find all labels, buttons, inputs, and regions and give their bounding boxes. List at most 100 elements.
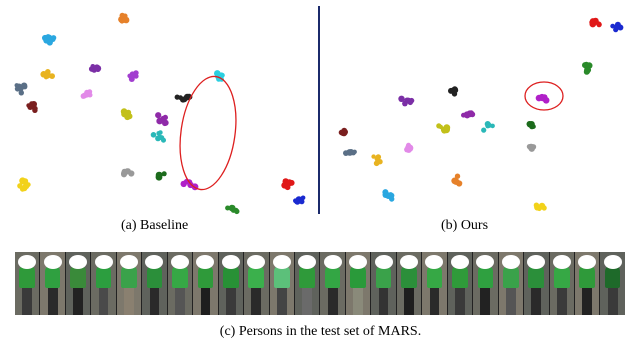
face-mask xyxy=(247,255,266,269)
person-legs xyxy=(531,288,542,315)
person-legs xyxy=(582,288,593,315)
ours-cluster-13 xyxy=(371,154,383,167)
cluster-point xyxy=(461,112,466,118)
face-mask xyxy=(450,255,469,269)
cluster-point xyxy=(181,96,188,103)
person-shirt xyxy=(273,266,290,288)
face-mask xyxy=(298,255,317,269)
face-mask xyxy=(69,255,88,269)
cluster-point xyxy=(228,204,236,212)
person-legs xyxy=(429,288,440,315)
face-mask xyxy=(349,255,368,269)
baseline-cluster-7 xyxy=(127,70,139,82)
person-thumbnail xyxy=(498,252,524,315)
person-thumbnail xyxy=(447,252,473,315)
cluster-point xyxy=(407,145,412,151)
person-legs xyxy=(404,288,414,315)
baseline-cluster-9 xyxy=(120,108,133,121)
cluster-point xyxy=(596,21,602,27)
person-legs xyxy=(22,288,33,315)
person-shirt xyxy=(248,266,265,288)
cluster-point xyxy=(299,198,305,205)
person-shirt xyxy=(19,266,36,288)
cluster-point xyxy=(377,159,383,165)
ours-cluster-14 xyxy=(526,121,536,130)
cluster-point xyxy=(49,73,55,79)
cluster-point xyxy=(43,75,49,80)
person-shirt xyxy=(452,266,468,288)
person-legs xyxy=(225,288,236,315)
cluster-point xyxy=(14,83,19,88)
cluster-point xyxy=(484,121,491,127)
cluster-point xyxy=(129,72,135,78)
ours-embedding-panel xyxy=(338,17,624,212)
person-legs xyxy=(378,288,389,315)
cluster-point xyxy=(385,192,392,199)
person-thumbnail xyxy=(193,252,218,315)
cluster-point xyxy=(398,95,405,103)
person-legs xyxy=(276,288,287,315)
person-shirt xyxy=(375,266,392,288)
person-shirt xyxy=(146,266,163,288)
person-legs xyxy=(124,288,134,315)
baseline-cluster-18 xyxy=(17,177,31,192)
person-thumbnail xyxy=(294,252,320,315)
ours-cluster-6 xyxy=(398,95,415,107)
person-shirt xyxy=(553,266,570,288)
person-legs xyxy=(327,288,338,315)
highlight-ellipse-ours xyxy=(524,81,564,111)
cluster-point xyxy=(87,92,93,98)
cluster-point xyxy=(589,20,597,28)
ours-cluster-11 xyxy=(343,149,357,157)
person-thumbnail xyxy=(345,252,371,315)
face-mask xyxy=(552,255,571,269)
face-mask xyxy=(170,255,189,269)
person-legs xyxy=(200,288,211,315)
baseline-cluster-6 xyxy=(88,64,102,73)
person-thumbnail xyxy=(244,252,269,315)
cluster-point xyxy=(162,114,168,121)
person-thumbnail xyxy=(65,252,91,315)
ours-cluster-5 xyxy=(535,93,550,104)
person-shirt xyxy=(70,266,86,288)
cluster-point xyxy=(453,179,458,185)
person-shirt xyxy=(477,266,494,288)
person-legs xyxy=(607,288,618,315)
cluster-point xyxy=(294,198,301,205)
baseline-cluster-19 xyxy=(281,178,295,191)
cluster-point xyxy=(17,183,23,189)
caption-ours: (b) Ours xyxy=(441,218,489,233)
person-legs xyxy=(556,288,567,315)
cluster-point xyxy=(583,61,590,68)
ours-cluster-2 xyxy=(610,21,624,33)
cluster-point xyxy=(122,16,130,24)
face-mask xyxy=(425,255,444,269)
person-shirt xyxy=(223,266,239,288)
baseline-cluster-10 xyxy=(174,93,193,103)
cluster-point xyxy=(50,35,57,41)
cluster-point xyxy=(436,123,442,129)
person-shirt xyxy=(604,266,621,288)
caption-baseline: (a) Baseline xyxy=(121,218,189,233)
face-mask xyxy=(578,255,597,269)
baseline-cluster-5 xyxy=(26,101,38,114)
cluster-point xyxy=(583,69,590,75)
cluster-point xyxy=(150,132,157,138)
scatter-plots xyxy=(14,6,624,215)
person-shirt xyxy=(528,266,545,288)
cluster-point xyxy=(452,87,459,94)
person-legs xyxy=(302,288,313,315)
cluster-point xyxy=(405,97,411,103)
cluster-point xyxy=(526,121,533,128)
face-mask xyxy=(145,255,164,269)
person-thumbnail xyxy=(167,252,193,315)
person-shirt xyxy=(197,266,214,288)
cluster-point xyxy=(124,113,131,121)
person-thumbnail xyxy=(549,252,574,315)
cluster-point xyxy=(454,173,461,179)
person-shirt xyxy=(121,266,137,288)
person-thumbnail xyxy=(142,252,167,315)
ours-cluster-10 xyxy=(338,127,348,137)
baseline-cluster-14 xyxy=(121,168,135,178)
person-thumbnail xyxy=(473,252,498,315)
